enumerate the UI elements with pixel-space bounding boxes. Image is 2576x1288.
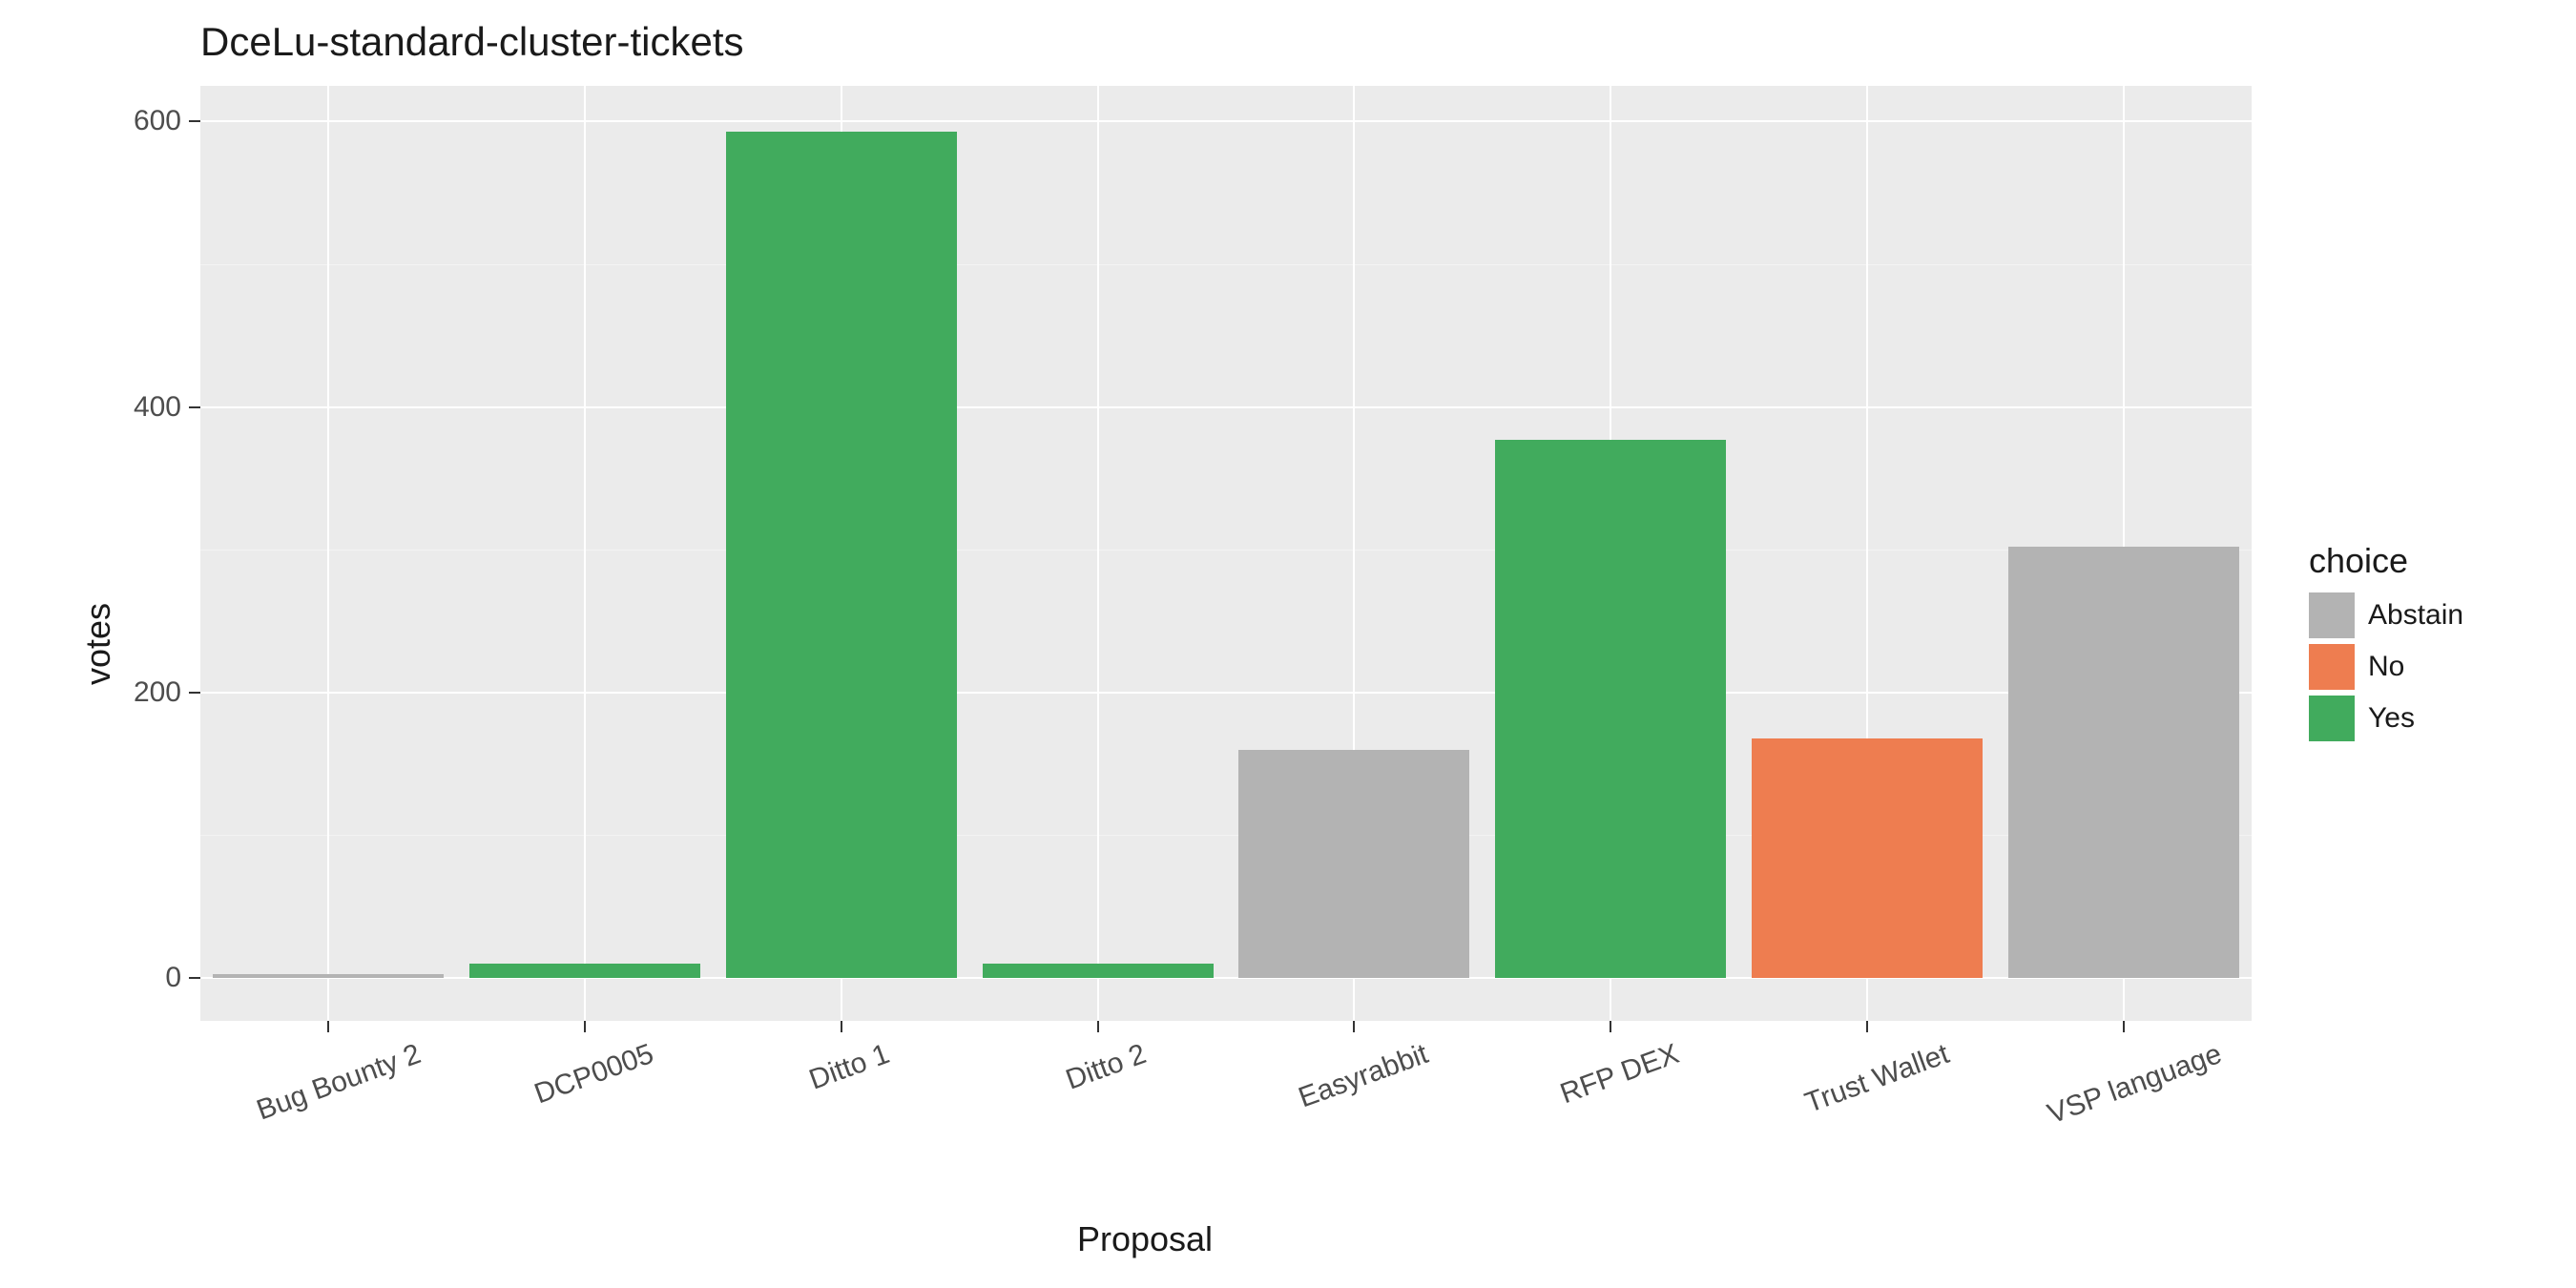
gridline-v bbox=[327, 86, 329, 1021]
y-tick bbox=[189, 977, 200, 979]
legend-swatch bbox=[2309, 644, 2355, 690]
x-tick-label: RFP DEX bbox=[1556, 1038, 1683, 1111]
legend-item: No bbox=[2309, 644, 2557, 690]
y-tick-label: 400 bbox=[134, 391, 181, 424]
y-tick-label: 200 bbox=[134, 676, 181, 709]
legend-items: Abstain No Yes bbox=[2309, 592, 2557, 741]
gridline-h-minor bbox=[200, 264, 2252, 265]
x-tick-label: Ditto 1 bbox=[805, 1038, 894, 1097]
x-axis-title: Proposal bbox=[1077, 1219, 1213, 1259]
gridline-h-minor bbox=[200, 550, 2252, 551]
y-tick bbox=[189, 692, 200, 694]
y-tick bbox=[189, 120, 200, 122]
legend-item: Abstain bbox=[2309, 592, 2557, 638]
y-tick-label: 600 bbox=[134, 105, 181, 137]
bar bbox=[726, 132, 957, 978]
legend-title: choice bbox=[2309, 541, 2557, 581]
gridline-h bbox=[200, 406, 2252, 408]
bar bbox=[2008, 547, 2239, 978]
gridline-v bbox=[1097, 86, 1099, 1021]
x-tick bbox=[2123, 1021, 2125, 1032]
x-tick bbox=[841, 1021, 842, 1032]
x-tick bbox=[1610, 1021, 1611, 1032]
bar bbox=[1495, 440, 1726, 978]
chart-title: DceLu-standard-cluster-tickets bbox=[200, 19, 744, 65]
bar bbox=[1238, 750, 1469, 978]
x-tick bbox=[1097, 1021, 1099, 1032]
x-tick-label: DCP0005 bbox=[530, 1038, 658, 1111]
chart-area: DceLu-standard-cluster-tickets 020040060… bbox=[0, 0, 2290, 1288]
gridline-h bbox=[200, 120, 2252, 122]
y-axis-title: votes bbox=[78, 603, 118, 685]
legend-swatch bbox=[2309, 696, 2355, 741]
x-tick-label: VSP language bbox=[2044, 1038, 2226, 1131]
x-tick-label: Ditto 2 bbox=[1061, 1038, 1150, 1097]
gridline-v bbox=[584, 86, 586, 1021]
x-tick bbox=[584, 1021, 586, 1032]
plot-panel: 0200400600Bug Bounty 2DCP0005Ditto 1Ditt… bbox=[200, 86, 2252, 1021]
x-tick bbox=[1866, 1021, 1868, 1032]
x-tick bbox=[327, 1021, 329, 1032]
legend-label: Yes bbox=[2368, 702, 2415, 735]
legend-label: No bbox=[2368, 651, 2404, 683]
bar bbox=[469, 964, 700, 978]
bar bbox=[983, 964, 1214, 978]
legend: choice Abstain No Yes bbox=[2290, 541, 2557, 747]
x-tick bbox=[1353, 1021, 1355, 1032]
gridline-h bbox=[200, 692, 2252, 694]
legend-swatch bbox=[2309, 592, 2355, 638]
legend-label: Abstain bbox=[2368, 599, 2463, 632]
chart-container: DceLu-standard-cluster-tickets 020040060… bbox=[0, 0, 2576, 1288]
x-tick-label: Easyrabbit bbox=[1295, 1038, 1433, 1114]
y-tick bbox=[189, 406, 200, 408]
bar bbox=[1752, 738, 1983, 978]
x-tick-label: Trust Wallet bbox=[1800, 1038, 1953, 1120]
x-tick-label: Bug Bounty 2 bbox=[253, 1038, 426, 1128]
legend-item: Yes bbox=[2309, 696, 2557, 741]
bar bbox=[213, 974, 444, 978]
y-tick-label: 0 bbox=[165, 962, 181, 994]
